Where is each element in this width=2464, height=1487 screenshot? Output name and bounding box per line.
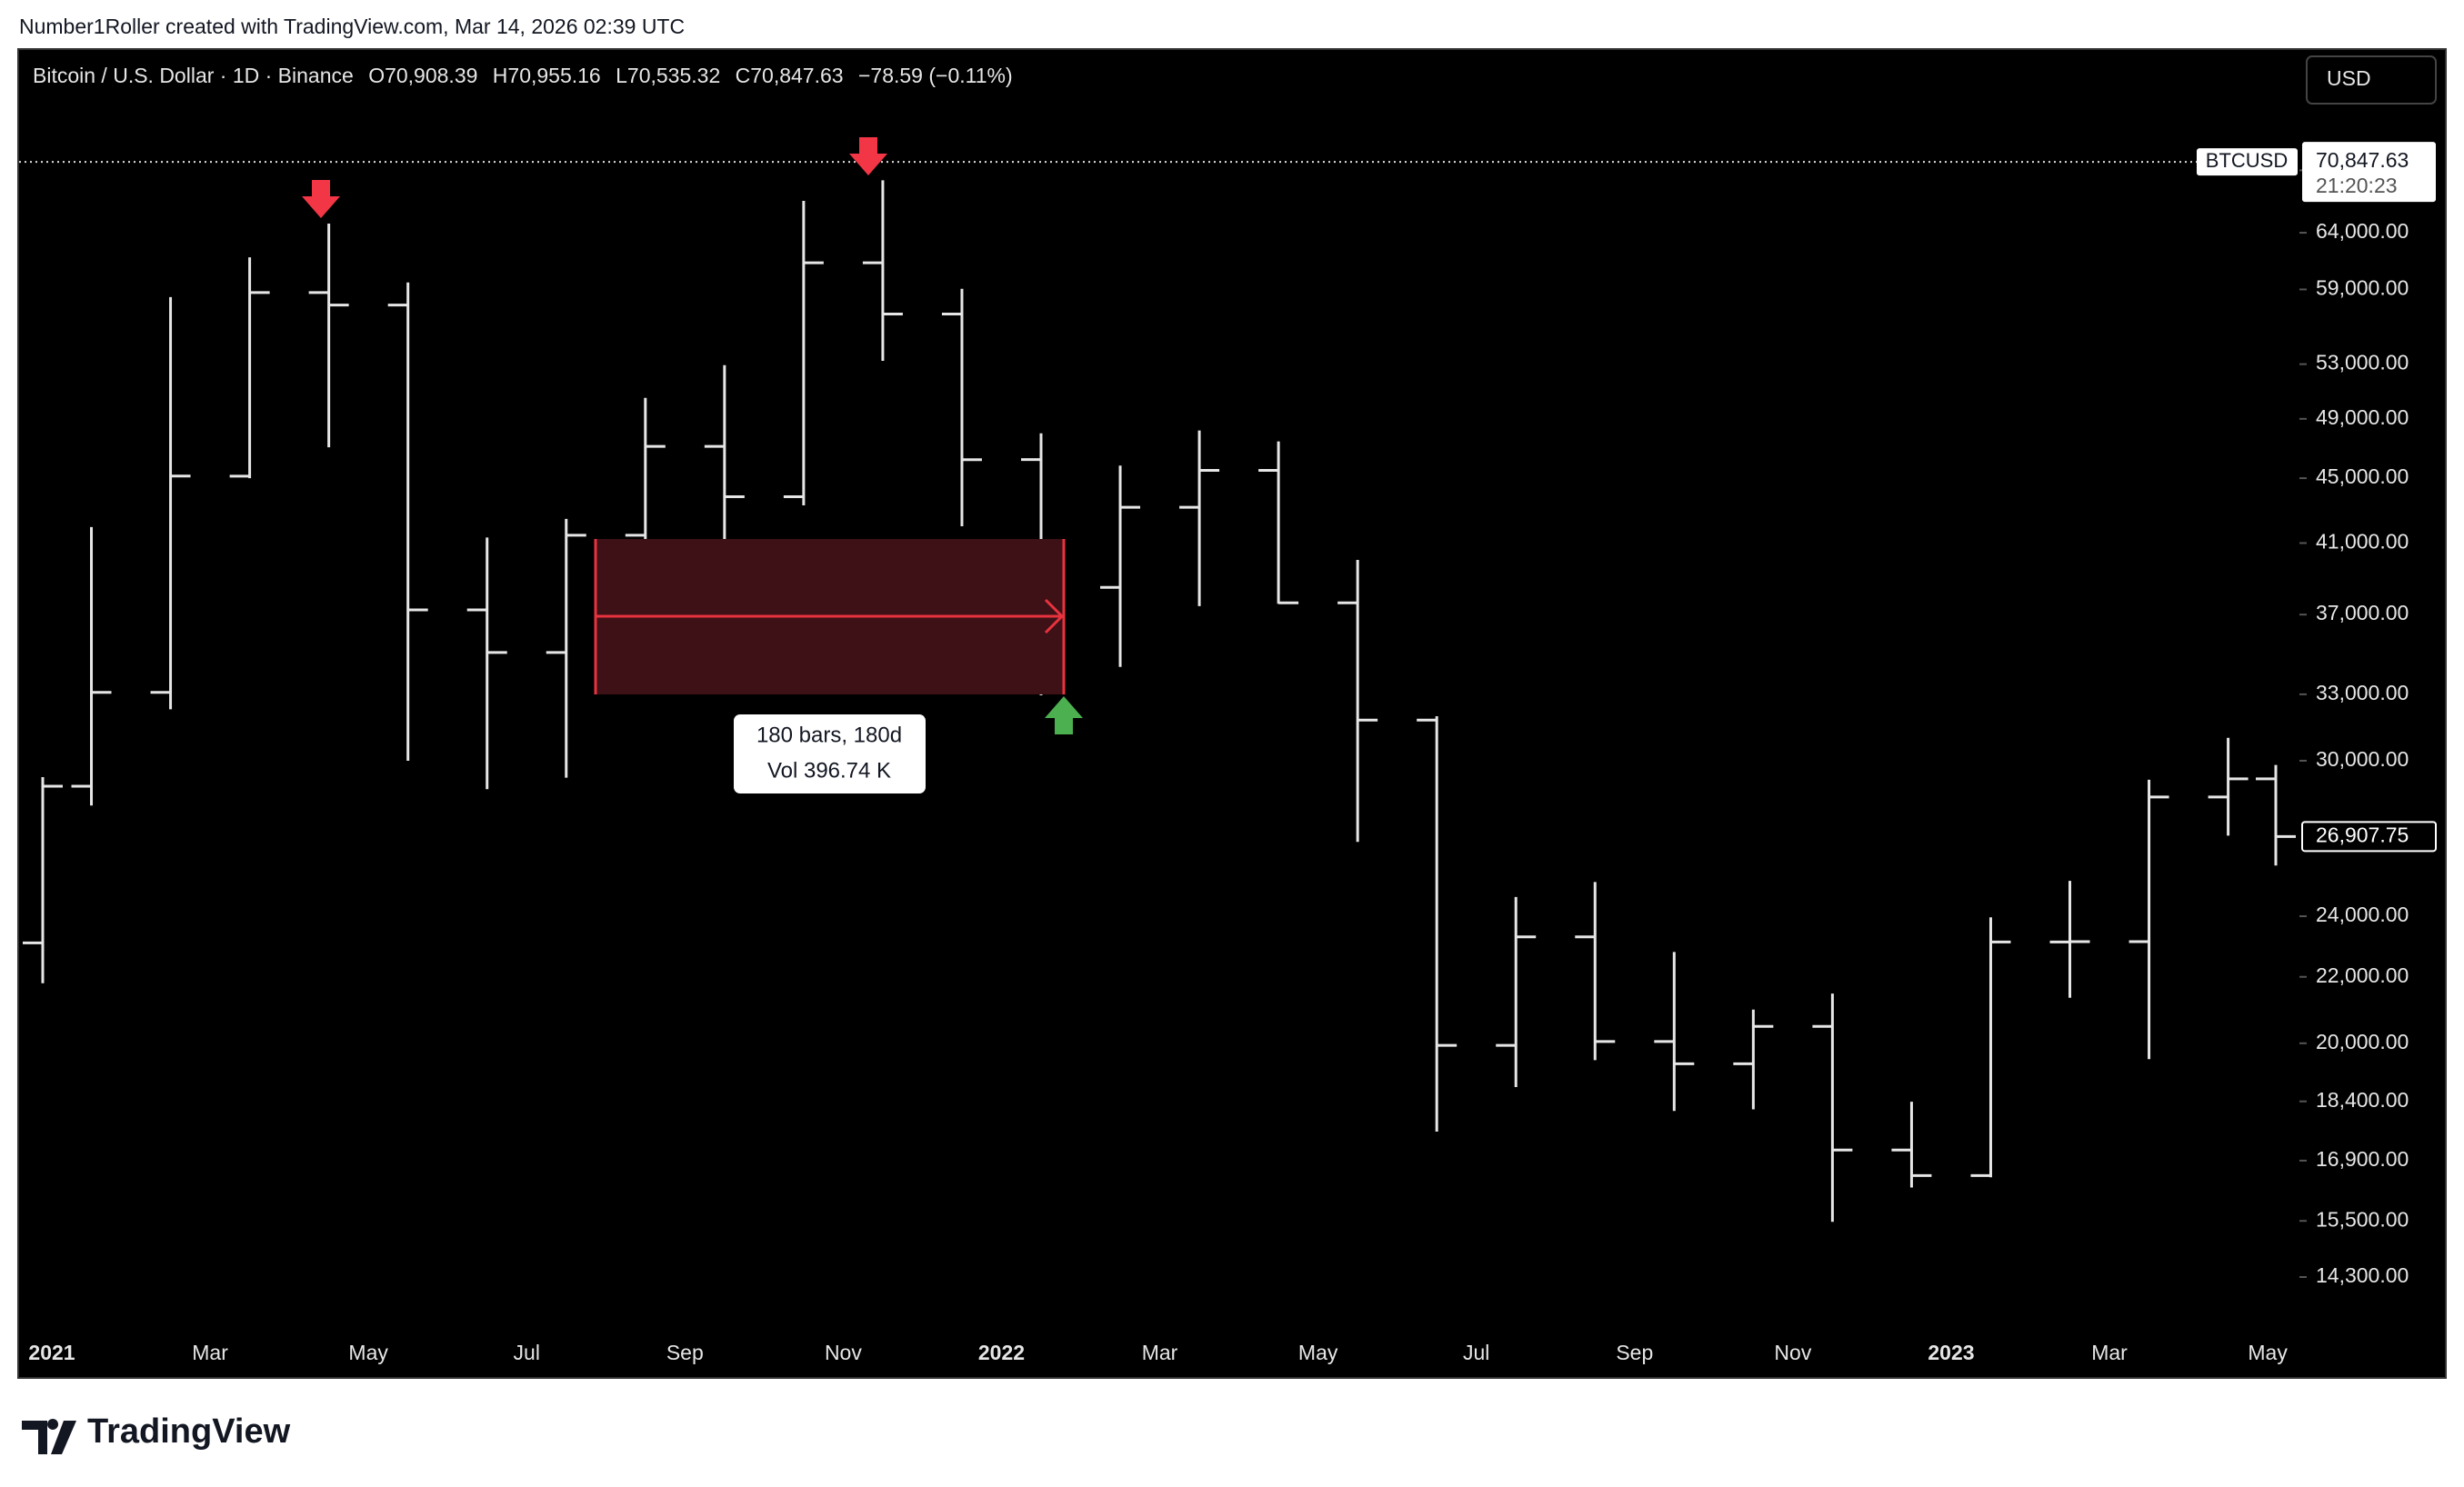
x-tick-label: Jul	[514, 1341, 540, 1364]
x-tick-label: May	[1298, 1341, 1338, 1364]
y-tick-label: 33,000.00	[2316, 681, 2409, 704]
symbol-legend: Bitcoin / U.S. Dollar · 1D · Binance O70…	[33, 64, 1013, 87]
x-tick-label: Sep	[1616, 1341, 1653, 1364]
x-tick-label: May	[348, 1341, 388, 1364]
x-tick-label: Mar	[1142, 1341, 1178, 1364]
currency-label[interactable]: USD	[2327, 66, 2371, 90]
x-tick-label: Nov	[1774, 1341, 1811, 1364]
range-label: Vol 396.74 K	[767, 758, 891, 783]
symbol-tag-box	[2197, 148, 2298, 176]
credit-line: Number1Roller created with TradingView.c…	[19, 15, 685, 38]
last-bar-label: 26,907.75	[2316, 823, 2409, 846]
sell-arrow	[849, 137, 887, 175]
chart-panel	[17, 48, 2447, 1379]
buy-arrow	[1045, 696, 1083, 734]
y-tick-label: 41,000.00	[2316, 530, 2409, 554]
legend-open: O70,908.39	[368, 64, 477, 87]
brand-logo	[22, 1419, 76, 1454]
y-tick-label: 18,400.00	[2316, 1088, 2409, 1112]
range-label: 180 bars, 180d	[756, 723, 902, 747]
y-tick-label: 14,300.00	[2316, 1263, 2409, 1287]
y-tick-label: 16,900.00	[2316, 1147, 2409, 1171]
legend-low: L70,535.32	[616, 64, 720, 87]
range-label-box	[734, 714, 926, 793]
y-tick-label: 64,000.00	[2316, 219, 2409, 243]
x-tick-label: 2022	[978, 1341, 1025, 1364]
legend-change: −78.59 (−0.11%)	[858, 64, 1013, 87]
x-tick-label: Nov	[825, 1341, 862, 1364]
y-tick-label: 53,000.00	[2316, 351, 2409, 374]
x-tick-label: 2023	[1928, 1341, 1974, 1364]
legend-high: H70,955.16	[493, 64, 601, 87]
legend-close: C70,847.63	[736, 64, 844, 87]
y-tick-label: 30,000.00	[2316, 747, 2409, 771]
symbol-title: Bitcoin / U.S. Dollar · 1D · Binance	[33, 64, 354, 87]
symbol-tag: BTCUSD	[2206, 149, 2288, 172]
last-bar-box	[2301, 821, 2437, 853]
plot-area	[19, 161, 2299, 1223]
x-tick-label: Sep	[666, 1341, 704, 1364]
y-tick-label: 15,500.00	[2316, 1207, 2409, 1231]
y-tick-label: 45,000.00	[2316, 464, 2409, 488]
y-tick-label: 24,000.00	[2316, 903, 2409, 926]
x-tick-label: Jul	[1463, 1341, 1489, 1364]
y-tick-label: 59,000.00	[2316, 276, 2409, 300]
sell-arrow	[302, 180, 340, 218]
y-tick-label: 37,000.00	[2316, 601, 2409, 624]
countdown: 21:20:23	[2316, 174, 2398, 197]
y-tick-label: 20,000.00	[2316, 1030, 2409, 1053]
x-tick-label: Mar	[192, 1341, 228, 1364]
x-tick-label: 2021	[28, 1341, 75, 1364]
brand-name: TradingView	[87, 1412, 291, 1451]
x-tick-label: Mar	[2091, 1341, 2128, 1364]
y-tick-label: 22,000.00	[2316, 963, 2409, 987]
currency-button[interactable]	[2306, 55, 2437, 105]
y-tick-label: 49,000.00	[2316, 405, 2409, 429]
last-price-box	[2302, 142, 2436, 203]
range-arrowhead	[1044, 598, 1065, 634]
x-tick-label: May	[2248, 1341, 2288, 1364]
last-price-label: 70,847.63	[2316, 148, 2409, 172]
